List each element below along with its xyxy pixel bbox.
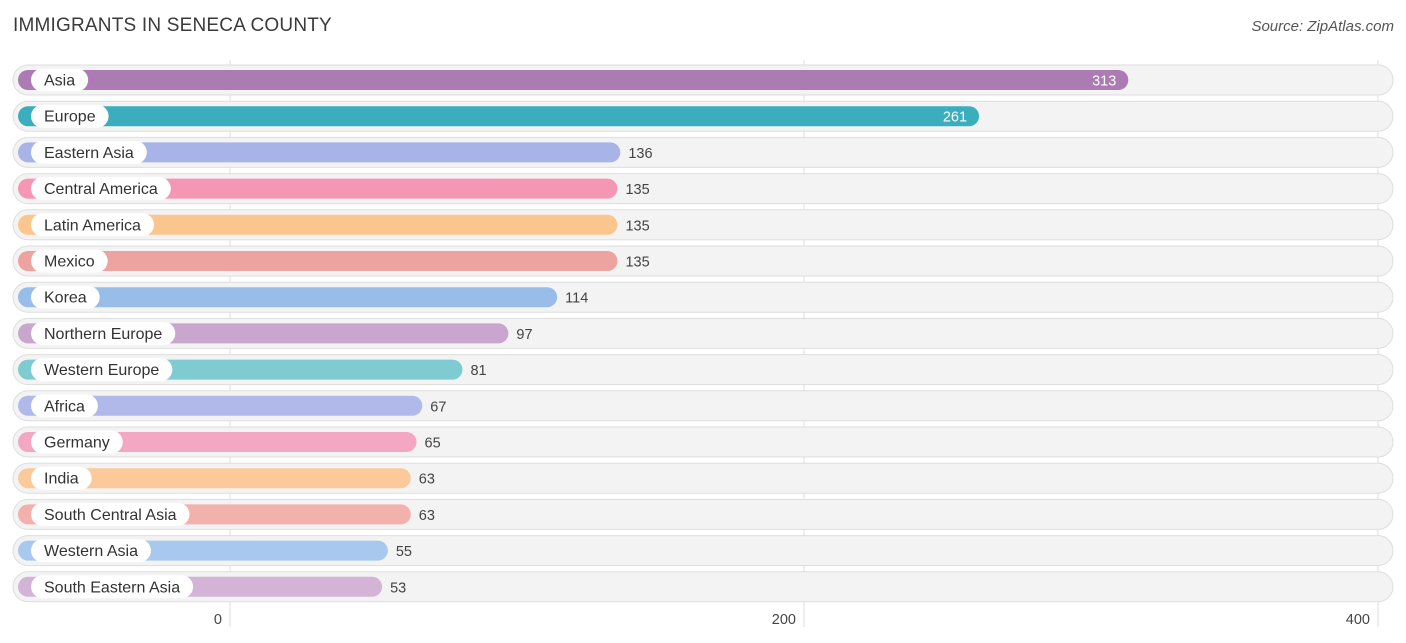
bar-row: Germany 65 <box>12 426 1394 458</box>
category-label-bg <box>31 104 109 128</box>
value-label: 81 <box>470 363 486 379</box>
category-label: Western Europe <box>44 362 159 379</box>
bar-row: South Central Asia 63 <box>12 498 1394 530</box>
value-label: 97 <box>516 327 532 343</box>
bar <box>18 287 558 308</box>
bar-row: Asia 313 <box>12 64 1394 96</box>
category-label: Eastern Asia <box>44 145 134 162</box>
category-label: Central America <box>44 181 158 198</box>
bar <box>18 251 618 271</box>
category-label-bg <box>31 68 89 92</box>
value-label: 63 <box>419 508 435 524</box>
value-label: 55 <box>396 544 412 560</box>
category-label: Europe <box>44 109 96 126</box>
value-label: 136 <box>628 146 652 162</box>
bar-row: Latin America 135 <box>12 209 1394 241</box>
x-tick-label: 400 <box>1346 612 1370 628</box>
value-label: 313 <box>1092 74 1116 90</box>
x-axis-ticks: 0 200 400 <box>214 612 1370 628</box>
category-label: South Central Asia <box>44 507 177 524</box>
bar <box>18 106 980 127</box>
category-label-bg <box>31 177 171 201</box>
category-label: India <box>44 471 79 488</box>
value-label: 63 <box>419 472 435 488</box>
category-label-bg <box>31 140 147 164</box>
value-label: 261 <box>943 110 967 126</box>
category-label-bg <box>31 502 190 526</box>
value-label: 65 <box>425 436 441 452</box>
bar-row: Western Asia 55 <box>12 535 1394 567</box>
category-label-bg <box>31 575 194 599</box>
category-label: Korea <box>44 290 87 307</box>
category-label-bg <box>31 249 108 273</box>
value-label: 135 <box>625 182 649 198</box>
bar-row: Africa 67 <box>12 390 1394 422</box>
category-label-bg <box>31 539 151 563</box>
bar-row: Northern Europe 97 <box>12 317 1394 349</box>
bar <box>18 468 411 489</box>
category-label-bg <box>31 466 92 490</box>
category-label-bg <box>31 285 100 309</box>
bar <box>18 142 621 163</box>
value-label: 67 <box>430 399 446 415</box>
source-label: Source: ZipAtlas.com <box>1251 18 1394 35</box>
value-label: 114 <box>565 291 588 307</box>
category-label-bg <box>31 321 176 345</box>
category-label: Western Asia <box>44 543 138 560</box>
category-label: Asia <box>44 73 75 90</box>
category-label: Latin America <box>44 217 141 234</box>
category-label: South Eastern Asia <box>44 579 180 596</box>
category-label-bg <box>31 394 98 418</box>
bar <box>18 395 423 416</box>
category-label: Africa <box>44 398 85 415</box>
bar <box>18 214 618 235</box>
value-label: 135 <box>625 218 649 234</box>
bar-row: Korea 114 <box>12 281 1394 313</box>
category-label-bg <box>31 213 154 237</box>
chart-title: IMMIGRANTS IN SENECA COUNTY <box>13 15 332 36</box>
bar-row: South Eastern Asia 53 <box>12 571 1394 603</box>
bar <box>18 70 1129 90</box>
bar-row: Western Europe 81 <box>12 354 1394 386</box>
bar-row: Europe 261 <box>12 100 1394 132</box>
category-label-bg <box>31 358 173 382</box>
x-tick-label: 0 <box>214 612 222 628</box>
category-label-bg <box>31 430 123 454</box>
x-tick-label: 200 <box>772 612 796 628</box>
bar-row: Eastern Asia 136 <box>12 136 1394 168</box>
value-label: 53 <box>390 580 406 596</box>
category-label: Mexico <box>44 254 95 271</box>
bar-row: India 63 <box>12 462 1394 494</box>
category-label: Germany <box>44 435 110 452</box>
bar-row: Central America 135 <box>12 173 1394 205</box>
category-label: Northern Europe <box>44 326 162 343</box>
bar-row: Mexico 135 <box>12 245 1394 277</box>
value-label: 135 <box>625 255 649 271</box>
